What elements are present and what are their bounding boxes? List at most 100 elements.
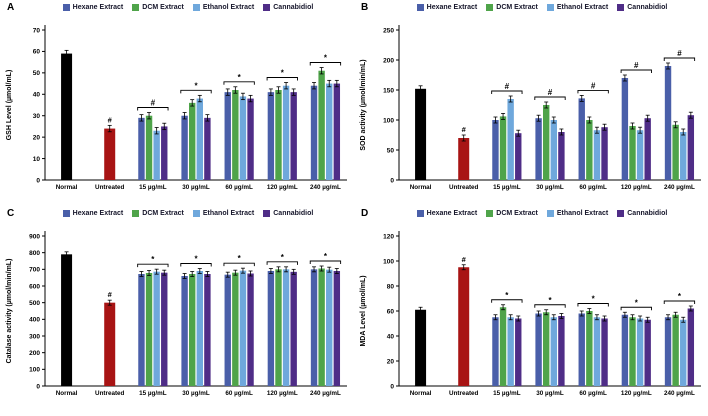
panel-c-chart: 0 100 200 300 400 500 600 700 800 900 Catalase act… (2, 221, 352, 416)
svg-text:15 µg/mL: 15 µg/mL (139, 390, 167, 397)
svg-text:120 µg/mL: 120 µg/mL (267, 390, 298, 397)
svg-text:*: * (194, 81, 198, 90)
panel-c-legend: Hexane Extract DCM Extract Ethanol Extract… (26, 210, 350, 217)
svg-text:250: 250 (383, 27, 394, 34)
panel-a: A Hexane Extract DCM Extract Ethanol Extra… (0, 0, 354, 206)
svg-text:15 µg/mL: 15 µg/mL (493, 390, 521, 397)
panel-d-chart: 0 20 40 60 80 100 120 MDA Level (µmol/mL) Normal… (356, 221, 706, 416)
panel-a-letter: A (7, 2, 15, 13)
svg-text:0: 0 (390, 177, 394, 184)
legend-label: Hexane Extract (426, 4, 478, 11)
svg-text:100: 100 (29, 367, 40, 374)
svg-text:#: # (548, 88, 553, 97)
legend-label: Cannabidiol (627, 210, 668, 217)
legend-item: Ethanol Extract (546, 210, 609, 217)
legend-label: Hexane Extract (72, 210, 124, 217)
svg-text:*: * (324, 252, 328, 261)
legend-label: Cannabidiol (273, 4, 314, 11)
panel-a-chart: 0 10 20 30 40 50 60 70 GSH Level (µmol/mL) Normal… (2, 15, 352, 210)
legend-label: Ethanol Extract (202, 210, 255, 217)
panel-b-chart: 0 50 100 150 200 250 SOD activity (µmol/min/mL… (356, 15, 706, 210)
svg-text:Normal: Normal (56, 184, 78, 191)
svg-text:#: # (462, 255, 467, 264)
svg-text:60 µg/mL: 60 µg/mL (579, 390, 607, 397)
svg-text:50: 50 (33, 70, 41, 77)
bar-chart-svg: 0 100 200 300 400 500 600 700 800 900 Catalase act… (6, 231, 347, 397)
legend-item: DCM Extract (132, 210, 184, 217)
svg-text:Untreated: Untreated (449, 390, 479, 397)
legend-swatch (486, 210, 494, 217)
legend-label: Ethanol Extract (556, 4, 609, 11)
svg-text:60 µg/mL: 60 µg/mL (225, 390, 253, 397)
legend-item: Cannabidiol (617, 210, 667, 217)
legend-swatch (192, 210, 200, 217)
legend-item: Hexane Extract (62, 210, 124, 217)
legend-swatch (546, 210, 554, 217)
svg-text:240 µg/mL: 240 µg/mL (310, 184, 341, 191)
svg-text:30 µg/mL: 30 µg/mL (182, 184, 210, 191)
panel-d-legend: Hexane Extract DCM Extract Ethanol Extract… (380, 210, 704, 217)
legend-item: Hexane Extract (416, 210, 477, 217)
svg-text:800: 800 (29, 250, 40, 257)
svg-text:900: 900 (29, 233, 40, 240)
legend-item: DCM Extract (486, 210, 538, 217)
svg-text:30 µg/mL: 30 µg/mL (536, 390, 564, 397)
svg-text:#: # (505, 82, 510, 91)
svg-text:*: * (238, 73, 242, 82)
legend-item: Ethanol Extract (192, 210, 255, 217)
legend-item: Cannabidiol (617, 4, 667, 11)
legend-label: Ethanol Extract (202, 4, 255, 11)
panel-c-letter: C (7, 208, 15, 219)
panel-b-letter: B (361, 2, 369, 13)
svg-text:80: 80 (387, 283, 395, 290)
legend-label: Hexane Extract (72, 4, 124, 11)
legend-swatch (192, 4, 200, 11)
legend-swatch (416, 4, 424, 11)
svg-text:60: 60 (33, 49, 41, 56)
svg-text:60 µg/mL: 60 µg/mL (579, 184, 607, 191)
svg-text:GSH Level (µmol/mL): GSH Level (µmol/mL) (6, 70, 13, 141)
svg-text:MDA Level (µmol/mL): MDA Level (µmol/mL) (360, 275, 367, 346)
svg-text:400: 400 (29, 317, 40, 324)
svg-text:Untreated: Untreated (95, 390, 125, 397)
svg-text:0: 0 (36, 177, 40, 184)
svg-text:200: 200 (29, 350, 40, 357)
legend-label: Cannabidiol (273, 210, 314, 217)
svg-text:20: 20 (33, 134, 41, 141)
svg-text:50: 50 (387, 147, 395, 154)
svg-text:#: # (462, 125, 467, 134)
legend-swatch (546, 4, 554, 11)
bar-chart-svg: 0 50 100 150 200 250 SOD activity (µmol/min/mL… (360, 25, 701, 191)
svg-text:*: * (592, 295, 596, 304)
svg-text:*: * (678, 292, 682, 301)
panel-b: B Hexane Extract DCM Extract Ethanol Extra… (354, 0, 708, 206)
svg-text:240 µg/mL: 240 µg/mL (664, 184, 695, 191)
legend-swatch (617, 4, 625, 11)
svg-text:0: 0 (36, 383, 40, 390)
svg-text:600: 600 (29, 283, 40, 290)
legend-label: DCM Extract (142, 210, 184, 217)
legend-item: DCM Extract (486, 4, 538, 11)
svg-text:Normal: Normal (410, 184, 432, 191)
legend-swatch (416, 210, 424, 217)
legend-swatch (132, 4, 140, 11)
svg-text:240 µg/mL: 240 µg/mL (664, 390, 695, 397)
svg-text:10: 10 (33, 156, 41, 163)
legend-label: Cannabidiol (627, 4, 668, 11)
legend-swatch (263, 4, 271, 11)
svg-text:Normal: Normal (56, 390, 78, 397)
svg-text:*: * (548, 296, 552, 305)
svg-text:Normal: Normal (410, 390, 432, 397)
svg-text:30 µg/mL: 30 µg/mL (536, 184, 564, 191)
svg-text:*: * (635, 298, 639, 307)
svg-text:20: 20 (387, 358, 395, 365)
svg-text:0: 0 (390, 383, 394, 390)
svg-text:70: 70 (33, 27, 41, 34)
legend-label: Ethanol Extract (556, 210, 609, 217)
panel-b-legend: Hexane Extract DCM Extract Ethanol Extract… (380, 4, 704, 11)
svg-text:40: 40 (387, 333, 395, 340)
svg-text:*: * (151, 255, 155, 264)
bar-chart-svg: 0 20 40 60 80 100 120 MDA Level (µmol/mL) Normal… (360, 231, 701, 397)
legend-swatch (62, 210, 70, 217)
